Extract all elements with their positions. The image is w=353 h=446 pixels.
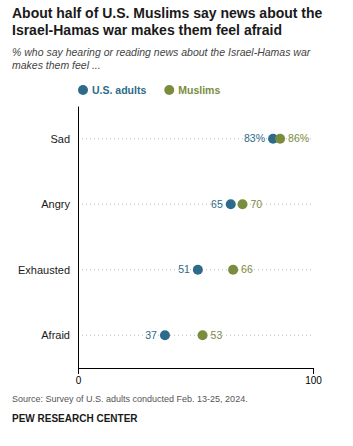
chart: About half of U.S. Muslims say news abou… <box>0 0 353 446</box>
x-tick: 0 <box>76 368 82 386</box>
legend-item: Muslims <box>164 84 220 96</box>
y-tick-label: Sad <box>50 133 70 145</box>
point <box>228 265 238 275</box>
data-label: 51 <box>178 263 190 275</box>
point <box>160 330 170 340</box>
x-tick-mark <box>313 368 314 374</box>
x-axis-line <box>79 369 314 375</box>
x-axis: 0 100 <box>76 368 323 386</box>
point <box>238 199 248 209</box>
title-line: Israel-Hamas war makes them feel afraid <box>12 22 282 38</box>
source-line: Source: Survey of U.S. adults conducted … <box>12 394 248 404</box>
grid-line <box>78 335 313 336</box>
y-axis-line <box>78 107 79 369</box>
footer: PEW RESEARCH CENTER <box>12 413 138 424</box>
x-tick-label: 0 <box>76 375 82 386</box>
footer-line: PEW RESEARCH CENTER <box>12 413 138 424</box>
data-label: 65 <box>211 198 223 210</box>
y-tick-label: Angry <box>41 198 70 210</box>
data-label: 66 <box>241 263 253 275</box>
y-axis: Sad Angry Exhausted Afraid <box>18 107 78 369</box>
y-tick-label: Exhausted <box>18 264 70 276</box>
legend-swatch <box>164 85 174 95</box>
legend: U.S. adults Muslims <box>78 84 220 96</box>
source: Source: Survey of U.S. adults conducted … <box>12 394 248 404</box>
grid <box>78 139 313 336</box>
data-label: 37 <box>145 329 157 341</box>
data-label: 70 <box>251 198 263 210</box>
legend-item: U.S. adults <box>78 84 146 96</box>
subtitle: % who say hearing or reading news about … <box>12 46 311 71</box>
y-tick: Afraid <box>41 329 70 341</box>
title-line: About half of U.S. Muslims say news abou… <box>12 5 323 21</box>
data-label: 86% <box>288 132 309 144</box>
point <box>226 199 236 209</box>
legend-label: U.S. adults <box>92 84 146 96</box>
subtitle-line: makes them feel ... <box>12 59 101 71</box>
title: About half of U.S. Muslims say news abou… <box>12 5 323 38</box>
legend-label: Muslims <box>178 84 220 96</box>
point <box>198 330 208 340</box>
x-tick-label: 100 <box>305 375 322 386</box>
point <box>275 134 285 144</box>
data-label: 53 <box>211 329 223 341</box>
y-tick: Exhausted <box>18 264 70 276</box>
grid-line <box>78 204 313 205</box>
legend-swatch <box>78 85 88 95</box>
x-tick: 100 <box>305 368 322 386</box>
y-tick-label: Afraid <box>41 329 70 341</box>
point <box>193 265 203 275</box>
y-tick: Sad <box>50 133 70 145</box>
x-tick-mark <box>78 368 79 374</box>
data-labels: 83% 65 51 37 86% 70 66 53 <box>145 132 309 340</box>
subtitle-line: % who say hearing or reading news about … <box>12 46 311 58</box>
marks <box>160 134 285 341</box>
data-label: 83% <box>244 132 265 144</box>
y-tick: Angry <box>41 198 70 210</box>
